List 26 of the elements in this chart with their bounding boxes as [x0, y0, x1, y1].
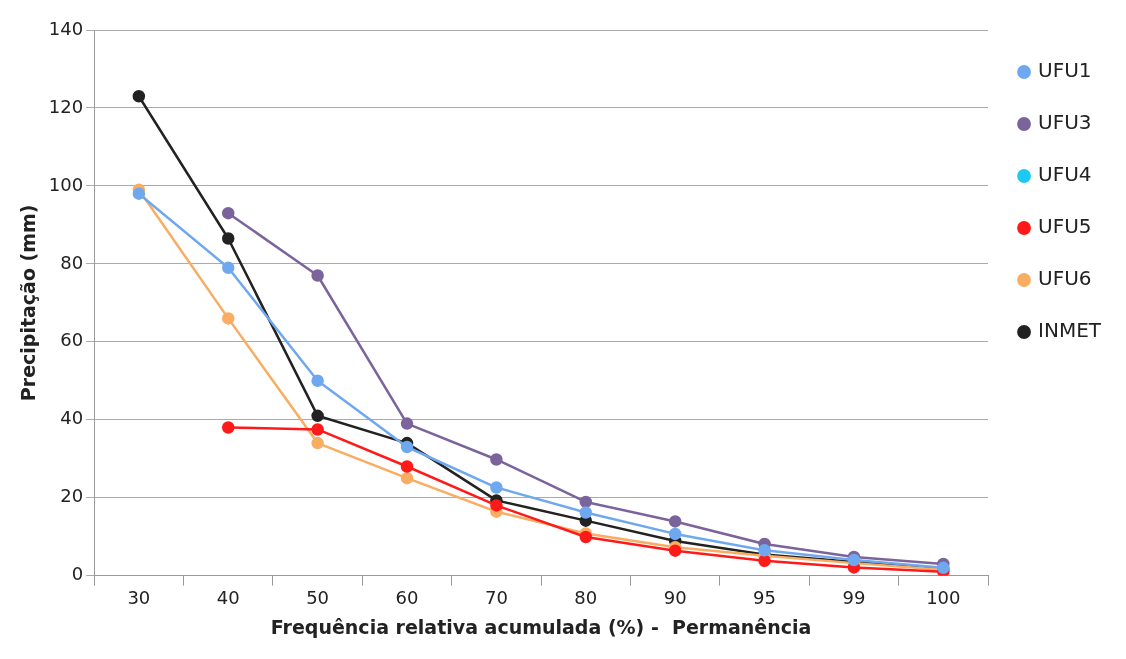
- y-tick-label: 0: [71, 563, 84, 585]
- x-tick-label: 60: [395, 587, 419, 609]
- legend-label: UFU5: [1038, 214, 1092, 239]
- x-tick-label: 40: [216, 587, 240, 609]
- x-tick-label: 50: [306, 587, 330, 609]
- x-tick-label: 70: [484, 587, 508, 609]
- y-tick-label: 60: [60, 329, 84, 351]
- x-tick-label: 30: [127, 587, 151, 609]
- y-axis-title: Precipitação (mm): [17, 204, 40, 402]
- x-tick-label: 80: [574, 587, 598, 609]
- y-tick-label: 140: [48, 17, 84, 39]
- legend-label: UFU4: [1038, 162, 1092, 187]
- y-tick-label: 80: [60, 251, 84, 273]
- y-tick-label: 100: [48, 173, 84, 195]
- y-tick-label: 20: [60, 485, 84, 507]
- legend-label: UFU1: [1038, 58, 1092, 83]
- legend-label: UFU6: [1038, 266, 1092, 291]
- x-tick-label: 99: [842, 587, 866, 609]
- legend-label: INMET: [1038, 318, 1102, 343]
- legend-label: UFU3: [1038, 110, 1092, 135]
- x-tick-label: 95: [753, 587, 777, 609]
- x-tick-label: 90: [663, 587, 687, 609]
- x-tick-label: 100: [926, 587, 961, 609]
- y-tick-label: 40: [60, 407, 84, 429]
- x-axis-title: Frequência relativa acumulada (%) - Permanência: [270, 615, 812, 638]
- y-tick-label: 120: [48, 95, 84, 117]
